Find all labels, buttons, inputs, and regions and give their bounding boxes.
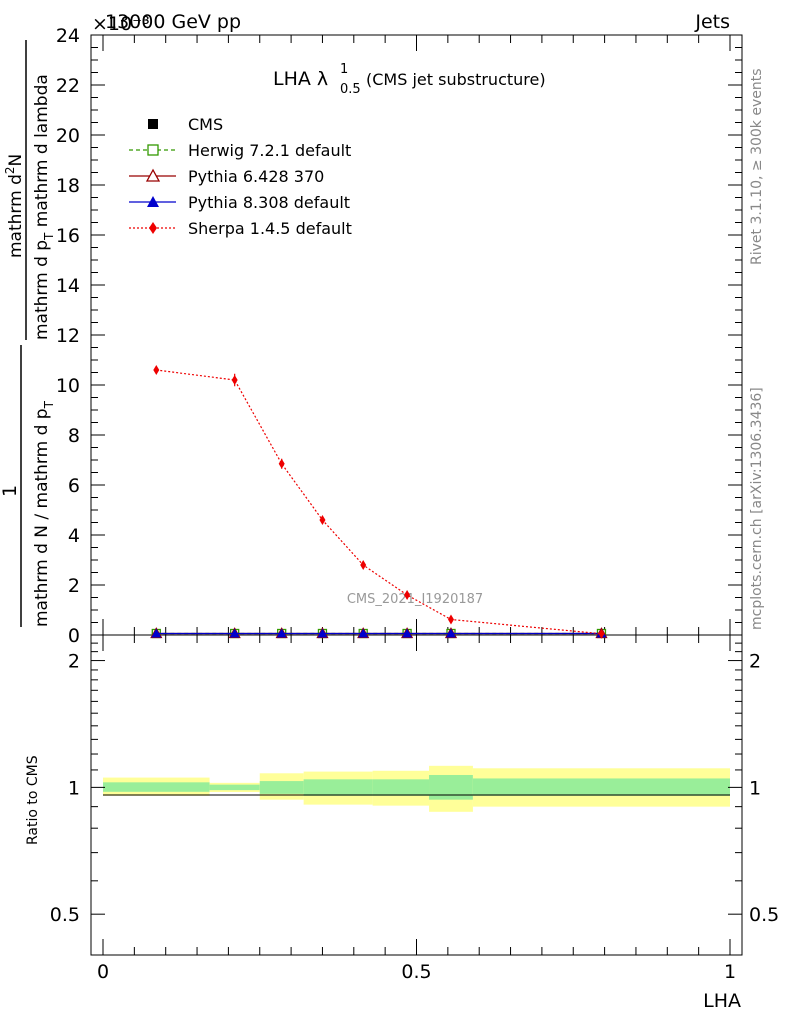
ratio-y-tick-label: 2: [68, 651, 80, 673]
ratio-inner-band: [303, 779, 373, 796]
series-line: [156, 369, 602, 635]
main-y-axis-label: 1 mathrm d N / mathrm d pT mathrm d2N ma…: [0, 40, 56, 627]
y-label-outer-denominator-sub: T: [42, 400, 56, 409]
data-point: [445, 628, 456, 638]
x-tick-label: 1: [724, 961, 736, 983]
data-point: [276, 628, 287, 638]
y-label-outer-denominator: mathrm d N / mathrm d pT: [32, 400, 56, 627]
ratio-y-tick-label-right: 2: [749, 651, 761, 673]
legend-label: Sherpa 1.4.5 default: [188, 219, 352, 238]
data-point: [404, 590, 411, 600]
legend-entry: Pythia 8.308 default: [129, 193, 350, 212]
main-y-tick-label: 4: [68, 525, 80, 547]
data-point: [278, 458, 285, 469]
data-point: [151, 628, 162, 638]
y-label-inner-denominator: mathrm d pT mathrm d lambda: [32, 74, 56, 340]
ratio-inner-band: [103, 782, 210, 792]
rivet-label: Rivet 3.1.10, ≥ 300k events: [749, 68, 765, 265]
energy-label: 13000 GeV pp: [105, 11, 241, 33]
main-y-tick-label: 0: [68, 625, 80, 647]
data-point: [153, 365, 160, 375]
x-axis-label: LHA: [703, 990, 741, 1012]
y-label-inner-numerator-prefix: mathrm d: [6, 174, 26, 258]
y-label-outer-denominator-text: mathrm d N / mathrm d p: [32, 408, 52, 627]
series-pythia-8-308-default: [151, 628, 607, 638]
legend: CMS Herwig 7.2.1 default Pythia 6.428 370 P…: [129, 115, 352, 238]
data-point: [402, 628, 413, 638]
data-point: [319, 515, 326, 525]
main-y-tick-label: 8: [68, 425, 80, 447]
legend-label: Herwig 7.2.1 default: [188, 141, 351, 160]
main-y-tick-label: 14: [56, 275, 80, 297]
legend-entry: Sherpa 1.4.5 default: [129, 219, 352, 238]
ratio-y-ticks: 0.5 0.5 1 1 2 2: [50, 642, 779, 926]
data-point: [360, 560, 367, 570]
plot-title-sub: 0.5: [340, 82, 361, 97]
ratio-inner-band: [209, 784, 260, 791]
legend-label: Pythia 8.308 default: [188, 193, 350, 212]
main-y-tick-label: 16: [56, 225, 80, 247]
ratio-inner-band: [259, 781, 304, 794]
series-layer: [150, 365, 608, 639]
data-point: [145, 168, 161, 182]
y-label-inner-denominator-sub: T: [42, 232, 56, 241]
y-label-inner-denominator-suffix: mathrm d lambda: [32, 74, 52, 232]
main-y-tick-label: 12: [56, 325, 80, 347]
data-point: [229, 628, 240, 638]
legend-label: CMS: [188, 115, 223, 134]
main-y-tick-label: 18: [56, 175, 80, 197]
data-point: [358, 628, 369, 638]
plot-title-sup: 1: [340, 62, 348, 77]
main-y-tick-label: 20: [56, 125, 80, 147]
y-label-outer-numerator: 1: [0, 485, 21, 497]
data-point: [149, 222, 157, 234]
x-tick-label: 0: [97, 961, 109, 983]
main-y-tick-label: 2: [68, 575, 80, 597]
ratio-y-tick-label: 1: [68, 777, 80, 799]
data-point: [148, 119, 158, 129]
main-y-tick-label: 10: [56, 375, 80, 397]
main-y-tick-label: 22: [56, 75, 80, 97]
y-label-inner-denominator-prefix: mathrm d p: [32, 240, 52, 340]
ratio-inner-band: [372, 779, 430, 796]
legend-entry: Herwig 7.2.1 default: [129, 141, 351, 160]
data-point: [147, 196, 159, 207]
analysis-watermark: CMS_2021_I1920187: [347, 592, 483, 607]
main-y-tick-label: 6: [68, 475, 80, 497]
main-y-tick-label: 24: [56, 25, 80, 47]
series-sherpa-1-4-5-default: [153, 365, 605, 639]
ratio-uncertainty-bands: [103, 765, 730, 812]
ratio-inner-band: [472, 778, 730, 796]
ratio-inner-band: [429, 774, 473, 800]
plot-title-main: LHA λ: [273, 68, 328, 90]
ratio-y-tick-label-right: 1: [749, 777, 761, 799]
ratio-y-tick-label-right: 0.5: [749, 904, 779, 926]
y-label-inner-numerator: mathrm d2N: [3, 154, 26, 258]
y-exponent-label: ×10⁻³: [92, 13, 150, 35]
legend-label: Pythia 6.428 370: [188, 167, 324, 186]
mcplots-label: mcplots.cern.ch [arXiv:1306.3436]: [749, 387, 765, 630]
data-point: [317, 628, 328, 638]
data-point: [447, 614, 454, 625]
plot-title-suffix: (CMS jet substructure): [366, 70, 546, 89]
ratio-y-axis-label: Ratio to CMS: [25, 755, 41, 845]
legend-entry: Pythia 6.428 370: [129, 167, 324, 186]
y-label-inner-numerator-suffix: N: [6, 154, 26, 167]
data-point: [231, 375, 238, 385]
category-label: Jets: [694, 11, 730, 33]
ratio-y-tick-label: 0.5: [50, 904, 80, 926]
data-point: [147, 144, 159, 156]
data-point: [598, 628, 605, 639]
legend-entry: CMS: [148, 115, 223, 134]
y-label-inner-numerator-sup: 2: [3, 166, 17, 174]
x-tick-label: 0.5: [401, 961, 431, 983]
